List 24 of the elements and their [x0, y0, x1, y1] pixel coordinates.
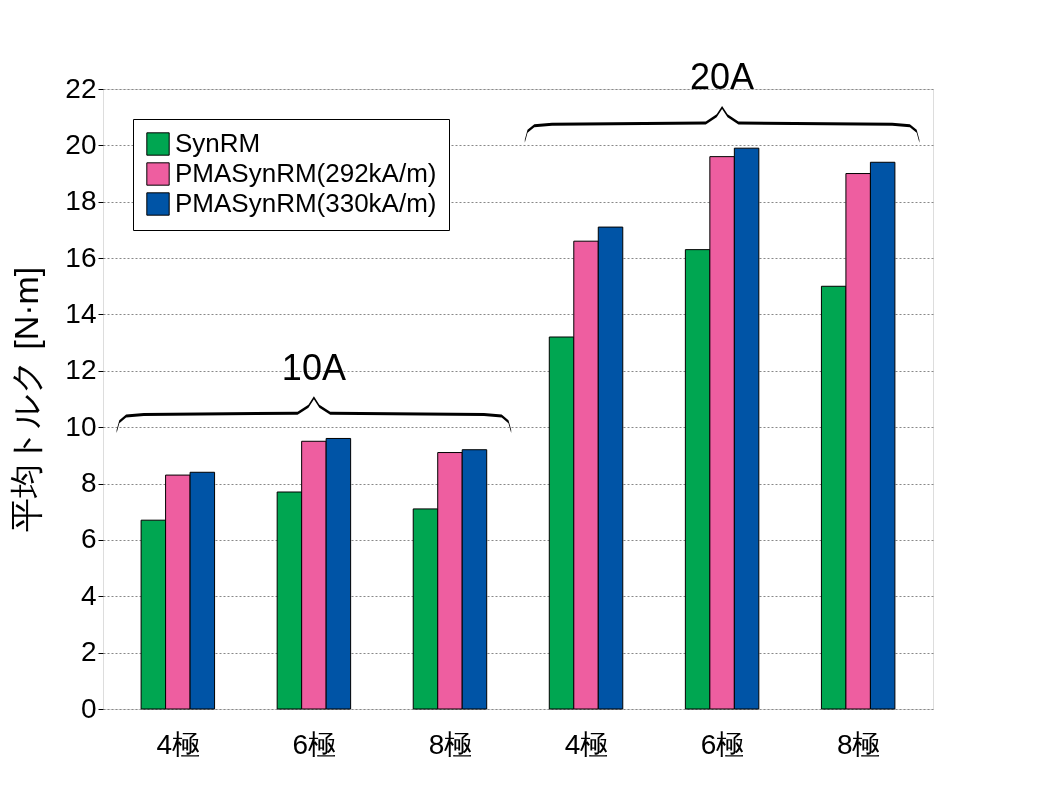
y-tick-label: 20: [65, 128, 97, 160]
annotation: 10A: [281, 346, 346, 388]
x-tick-label: 6極: [292, 728, 337, 760]
legend-label: SynRM: [175, 128, 261, 158]
y-tick-label: 6: [80, 523, 97, 555]
x-tick-label: 6極: [700, 728, 745, 760]
y-axis-title: 平均トルク [N·m]: [7, 266, 46, 533]
y-tick-label: 12: [65, 354, 97, 386]
y-tick-label: 14: [65, 297, 97, 329]
y-tick-label: 16: [65, 241, 97, 273]
annotation: 20A: [690, 56, 755, 98]
x-tick-label: 4極: [156, 728, 201, 760]
x-tick-label: 4極: [564, 728, 609, 760]
y-tick-label: 22: [65, 72, 97, 104]
y-tick-label: 8: [80, 467, 97, 499]
legend-label: PMASynRM(292kA/m): [175, 158, 437, 188]
legend-label: PMASynRM(330kA/m): [175, 188, 437, 218]
y-tick-label: 10: [65, 410, 97, 442]
y-tick-label: 4: [80, 579, 97, 611]
x-tick-label: 8極: [428, 728, 473, 760]
y-tick-label: 0: [80, 692, 97, 724]
y-tick-label: 18: [65, 185, 97, 217]
y-tick-label: 2: [80, 636, 97, 668]
x-tick-label: 8極: [836, 728, 881, 760]
